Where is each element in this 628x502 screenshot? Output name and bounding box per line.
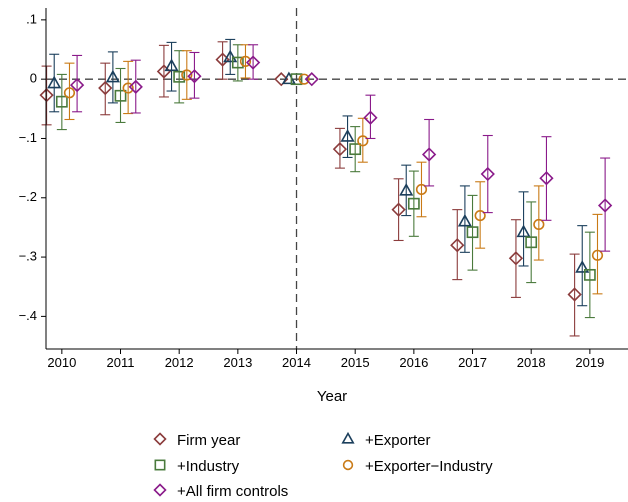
legend-label: Firm year [177,432,240,449]
legend-item: +Exporter [341,431,430,449]
data-point [363,110,378,125]
data-point [583,268,596,281]
data-point [223,49,238,63]
data-point [332,142,348,157]
data-point [516,224,531,238]
x-tick-label: 2015 [341,355,370,370]
y-tick-label: −.4 [19,308,37,323]
data-point [539,171,554,186]
data-point [349,143,362,156]
legend-label: +Exporter−Industry [365,458,493,475]
legend-item: +Industry [154,458,240,475]
data-point [239,55,252,67]
data-point [474,209,486,222]
axes: .1 0 −.1 −.2 −.3 −.4 2010 2011 2012 2013 2014 2015 2… [19,8,628,370]
legend: Firm year +Exporter +Industry +Exporter−Ind… [153,431,493,500]
reference-lines [46,8,628,349]
legend-marker [153,432,167,446]
x-tick-label: 2014 [282,355,311,370]
x-tick-label: 2012 [165,355,194,370]
legend-label: +Industry [177,458,240,475]
legend-label: +All firm controls [177,483,288,500]
data-point [450,238,465,253]
data-point [156,64,172,79]
series-1 [47,38,590,307]
legend-label: +Exporter [365,432,430,449]
data-point [533,218,545,231]
data-point [245,55,261,70]
data-point [525,236,538,249]
data-point [340,129,355,142]
data-point [298,73,310,85]
legend-item: +All firm controls [153,483,288,500]
data-point [290,73,303,86]
series-3 [63,44,604,295]
data-point [597,198,613,213]
series-2 [55,44,596,319]
data-point [105,69,120,83]
y-tick-label: 0 [30,71,37,86]
data-point [69,77,85,93]
x-tick-label: 2018 [517,355,546,370]
y-tick-label: −.3 [19,249,37,264]
data-point [567,287,582,302]
data-point [231,56,244,69]
data-point [187,69,202,84]
y-tick-label: .1 [26,11,37,26]
data-point [47,75,62,89]
data-point [55,95,68,108]
x-tick-label: 2011 [107,355,135,370]
data-point [457,213,472,227]
x-tick-label: 2016 [399,355,428,370]
data-point [39,88,54,103]
y-tick-label: −.1 [19,130,37,145]
data-point [173,70,186,83]
data-point [304,72,319,87]
data-point [391,202,406,217]
x-tick-label: 2017 [458,355,487,370]
data-point [181,69,193,81]
data-point [421,147,437,162]
data-point [508,251,524,266]
data-point [128,79,143,95]
x-tick-label: 2013 [223,355,252,370]
legend-marker [342,459,354,471]
data-point [114,89,127,102]
data-point [63,87,76,99]
legend-marker [153,483,167,497]
data-point [357,135,369,147]
x-axis-title: Year [317,388,347,405]
data-point [407,197,420,210]
data-point [399,183,414,196]
legend-item: +Exporter−Industry [342,458,493,475]
data-point [98,80,113,96]
data-point [480,166,495,182]
data-point [122,82,134,94]
x-tick-label: 2019 [575,355,604,370]
series-0 [39,41,582,337]
data-point [274,72,289,87]
data-point [164,58,179,72]
data-point [575,260,590,273]
legend-marker [154,459,166,471]
y-tick-label: −.2 [19,189,37,204]
data-point [466,226,479,239]
legend-marker [341,431,355,444]
data-point [415,183,428,196]
series-layer [39,38,613,337]
data-point [591,249,604,261]
legend-item: Firm year [153,432,240,449]
series-4 [69,44,613,252]
x-tick-label: 2010 [47,355,76,370]
